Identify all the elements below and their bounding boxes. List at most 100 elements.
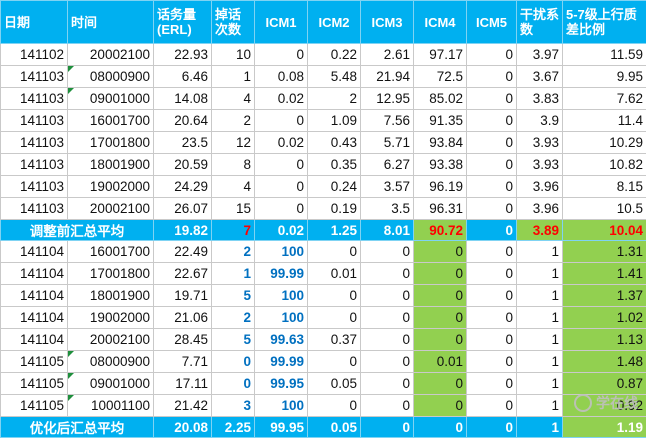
cell-icm5: 0 <box>467 307 517 329</box>
cell-quality-ratio: 10.29 <box>563 132 646 154</box>
cell-icm1: 0 <box>255 154 308 176</box>
cell-quality-ratio: 11.59 <box>563 44 646 66</box>
cell-interference: 1 <box>517 351 563 373</box>
col-header-traffic: 话务量(ERL) <box>154 1 212 44</box>
cell-icm4: 85.02 <box>414 88 467 110</box>
col-header-date: 日期 <box>1 1 68 44</box>
cell-time: 19002000 <box>68 176 154 198</box>
summary-cell: 10.04 <box>563 220 646 241</box>
summary-cell: 0 <box>414 417 467 438</box>
cell-date: 141103 <box>1 110 68 132</box>
cell-icm1: 99.95 <box>255 373 308 395</box>
cell-drops: 5 <box>212 329 255 351</box>
cell-date: 141103 <box>1 154 68 176</box>
cell-interference: 1 <box>517 307 563 329</box>
cell-icm5: 0 <box>467 44 517 66</box>
summary-label: 优化后汇总平均 <box>1 417 154 438</box>
col-header-icm2: ICM2 <box>308 1 361 44</box>
cell-icm4: 93.84 <box>414 132 467 154</box>
cell-drops: 2 <box>212 110 255 132</box>
cell-date: 141103 <box>1 66 68 88</box>
cell-time: 19002000 <box>68 307 154 329</box>
cell-quality-ratio: 1.41 <box>563 263 646 285</box>
cell-icm2: 1.09 <box>308 110 361 132</box>
summary-cell: 90.72 <box>414 220 467 241</box>
cell-time: 08000900 <box>68 351 154 373</box>
cell-interference: 3.9 <box>517 110 563 132</box>
cell-quality-ratio: 1.37 <box>563 285 646 307</box>
cell-icm1: 0 <box>255 176 308 198</box>
cell-interference: 3.97 <box>517 44 563 66</box>
cell-icm4: 0 <box>414 263 467 285</box>
cell-icm5: 0 <box>467 198 517 220</box>
cell-traffic: 23.5 <box>154 132 212 154</box>
cell-date: 141103 <box>1 132 68 154</box>
summary-cell: 8.01 <box>361 220 414 241</box>
cell-icm4: 0.01 <box>414 351 467 373</box>
cell-icm4: 0 <box>414 373 467 395</box>
cell-icm5: 0 <box>467 373 517 395</box>
summary-cell: 0 <box>361 417 414 438</box>
cell-icm2: 0 <box>308 241 361 263</box>
cell-icm1: 100 <box>255 285 308 307</box>
cell-drops: 4 <box>212 88 255 110</box>
cell-quality-ratio: 1.31 <box>563 241 646 263</box>
cell-time: 18001900 <box>68 285 154 307</box>
cell-drops: 0 <box>212 351 255 373</box>
watermark-text: 学在线 <box>596 393 638 413</box>
cell-drops: 1 <box>212 66 255 88</box>
cell-traffic: 20.59 <box>154 154 212 176</box>
cell-icm3: 7.56 <box>361 110 414 132</box>
cell-icm5: 0 <box>467 132 517 154</box>
cell-icm4: 72.5 <box>414 66 467 88</box>
cell-icm2: 0 <box>308 307 361 329</box>
cell-quality-ratio: 11.4 <box>563 110 646 132</box>
cell-time: 08000900 <box>68 66 154 88</box>
cell-icm5: 0 <box>467 110 517 132</box>
cell-icm3: 3.57 <box>361 176 414 198</box>
summary-cell: 1 <box>517 417 563 438</box>
cell-icm5: 0 <box>467 66 517 88</box>
cell-drops: 2 <box>212 307 255 329</box>
cell-drops: 12 <box>212 132 255 154</box>
cell-quality-ratio: 10.5 <box>563 198 646 220</box>
cell-icm5: 0 <box>467 241 517 263</box>
cell-interference: 1 <box>517 263 563 285</box>
cell-icm3: 2.61 <box>361 44 414 66</box>
cell-drops: 8 <box>212 154 255 176</box>
cell-icm1: 100 <box>255 241 308 263</box>
cell-traffic: 21.06 <box>154 307 212 329</box>
cell-icm3: 0 <box>361 395 414 417</box>
cell-icm3: 5.71 <box>361 132 414 154</box>
cell-interference: 3.67 <box>517 66 563 88</box>
cell-icm1: 99.99 <box>255 263 308 285</box>
cell-interference: 1 <box>517 329 563 351</box>
cell-icm2: 0 <box>308 285 361 307</box>
cell-icm5: 0 <box>467 351 517 373</box>
cell-icm1: 99.99 <box>255 351 308 373</box>
cell-icm2: 0.05 <box>308 373 361 395</box>
cell-drops: 0 <box>212 373 255 395</box>
cell-interference: 3.93 <box>517 154 563 176</box>
cell-icm3: 3.5 <box>361 198 414 220</box>
summary-cell: 20.08 <box>154 417 212 438</box>
cell-quality-ratio: 7.62 <box>563 88 646 110</box>
cell-date: 141104 <box>1 241 68 263</box>
cell-icm3: 12.95 <box>361 88 414 110</box>
cell-icm4: 97.17 <box>414 44 467 66</box>
cell-time: 16001700 <box>68 241 154 263</box>
summary-cell: 0 <box>467 417 517 438</box>
cell-interference: 3.96 <box>517 198 563 220</box>
cell-quality-ratio: 8.15 <box>563 176 646 198</box>
cell-time: 17001800 <box>68 132 154 154</box>
summary-cell: 0.02 <box>255 220 308 241</box>
summary-cell: 1.19 <box>563 417 646 438</box>
